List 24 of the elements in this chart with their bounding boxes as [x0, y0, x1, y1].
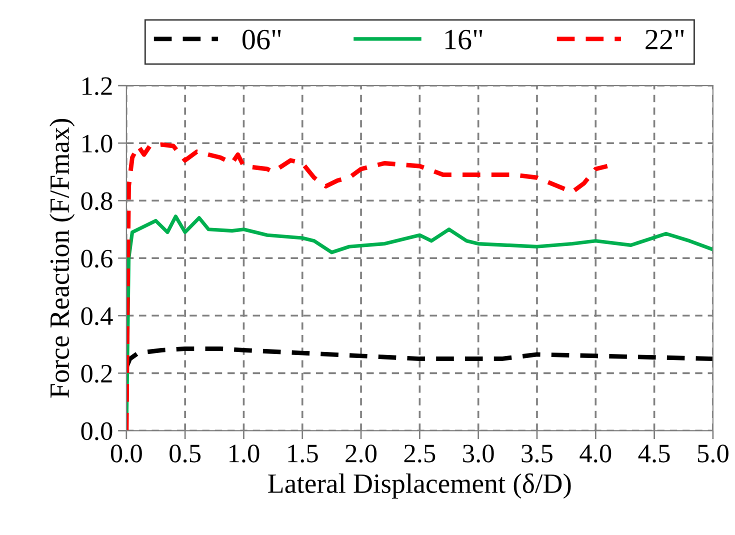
y-tick-label: 0.0	[81, 422, 112, 440]
x-tick-label: 4.5	[638, 444, 670, 463]
x-tick-label: 1.0	[230, 444, 260, 463]
y-tick-label: 1.2	[82, 77, 112, 96]
legend-label: 06"	[242, 30, 281, 50]
y-tick-label: 0.4	[81, 307, 113, 326]
y-tick-label: 0.6	[81, 250, 112, 268]
line-series	[126, 142, 610, 431]
y-tick-label: 1.0	[82, 134, 112, 153]
x-tick-label: 3.0	[463, 444, 494, 463]
x-axis-title: Lateral Displacement (δ/D)	[268, 473, 571, 499]
x-tick-label: 1.5	[288, 444, 318, 463]
x-tick-label: 3.5	[522, 444, 552, 463]
legend-label: 16"	[445, 30, 482, 50]
x-tick-label: 0.0	[110, 444, 142, 463]
y-tick-label: 0.8	[81, 192, 112, 210]
x-tick-label: 2.0	[346, 444, 377, 463]
x-tick-label: 5.0	[698, 444, 728, 463]
x-tick-label: 2.5	[404, 444, 436, 463]
legend-label: 22"	[646, 30, 684, 50]
y-axis-title: Force Reaction (F/Fmax)	[49, 118, 75, 398]
x-tick-label: 4.0	[580, 444, 612, 463]
y-tick-label: 0.2	[81, 364, 112, 383]
x-tick-label: 0.5	[170, 444, 201, 463]
